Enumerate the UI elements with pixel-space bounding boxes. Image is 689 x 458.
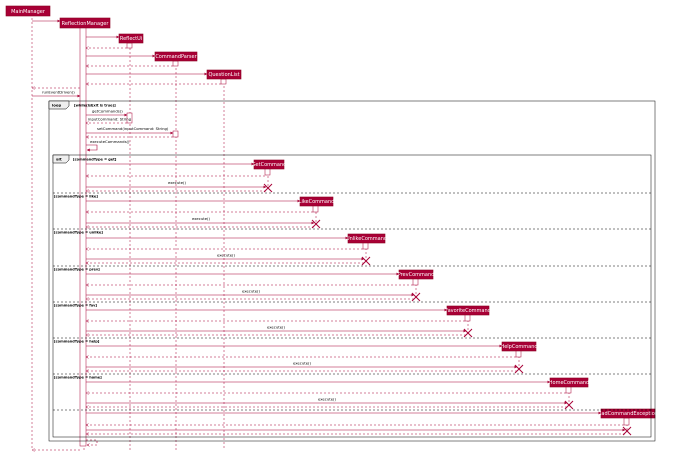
label-execute-fav: execute() [267,325,286,330]
participant-help-command: HelpCommand [500,341,538,352]
destroy-help-command [514,364,524,374]
participant-prev-command: PrevCommand [398,269,435,280]
participant-main-manager: MainManager [5,5,51,17]
label-get-commands: getCommands() [92,109,123,114]
destroy-unlike-command [361,256,371,266]
guard-unlike: [commandType = unlike] [54,231,103,235]
participant-question-list: QuestionList [206,69,242,80]
destroy-get-command [263,183,273,193]
participant-command-parser-label: CommandParser [155,54,197,60]
participant-favorite-command-label: FavoriteCommand [445,308,491,314]
participant-bad-command-exception-label: BadCommandException [598,411,658,417]
participant-command-parser: CommandParser [154,51,198,62]
label-input-command: inputCommand: String [88,117,132,122]
label-execute-home: execute() [318,397,337,402]
label-execute-commands: executeCommands() [90,139,130,144]
participant-like-command: LikeCommand [299,196,335,207]
destroy-bad-command-exception [622,426,632,436]
activation-question-list-init [220,78,227,85]
participant-home-command: HomeCommand [549,377,589,388]
label-run-event-driven: runEventDriven() [42,90,75,95]
guard-home: [commandType = home] [54,376,102,380]
activation-reflection-manager [79,25,87,447]
loop-frame-tag: loop [52,103,62,108]
destroy-prev-command [411,292,421,302]
participant-help-command-label: HelpCommand [500,344,537,350]
alt-frame-tag: alt [56,157,62,162]
participant-reflection-manager-label: ReflectionManager [62,21,110,27]
participant-reflectui-label: ReflectUi [120,36,142,42]
label-execute-get: execute() [168,180,187,185]
participant-bad-command-exception: BadCommandException [598,408,658,419]
message-loop-end-self [86,439,98,445]
participant-like-command-label: LikeCommand [299,199,335,205]
label-execute-help: execute() [293,361,312,366]
participant-get-command: GetCommand [252,159,287,170]
participant-reflectui: ReflectUi [118,33,144,44]
guard-like: [commandType = like] [54,195,98,199]
participant-unlike-command: UnlikeCommand [346,233,387,244]
destroy-like-command [311,219,321,229]
participant-prev-command-label: PrevCommand [398,272,435,278]
guard-get: [commandType = get] [73,158,117,162]
participant-question-list-label: QuestionList [208,72,239,78]
activation-command-parser-init [172,60,179,67]
participant-main-manager-label: MainManager [11,9,46,15]
participant-reflection-manager: ReflectionManager [59,17,111,29]
destroy-favorite-command [463,328,473,338]
destroy-home-command [564,400,574,410]
label-set-command: setCommand(inputCommand: String) [97,126,169,131]
activation-bad-command-exception [623,417,630,426]
participant-home-command-label: HomeCommand [549,380,589,386]
participant-get-command-label: GetCommand [252,162,287,168]
guard-prev: [commandType = prev] [54,268,100,272]
guard-fav: [commandType = fav] [54,304,97,308]
loop-frame: loop [while(isExit is true)] [48,100,656,442]
message-execute-commands [86,144,98,152]
participant-favorite-command: FavoriteCommand [445,305,491,316]
activation-reflectui-init [126,42,133,49]
activation-command-parser-set [172,130,179,138]
participant-unlike-command-label: UnlikeCommand [346,236,387,242]
activation-reflectui-get [126,112,133,124]
label-execute-like: execute() [192,216,211,221]
loop-frame-guard: [while(isExit is true)] [74,104,116,108]
label-execute-prev: execute() [242,289,261,294]
alt-frame: alt [52,154,652,438]
label-execute-unlike: execute() [217,253,236,258]
guard-help: [commandType = help] [54,340,100,344]
